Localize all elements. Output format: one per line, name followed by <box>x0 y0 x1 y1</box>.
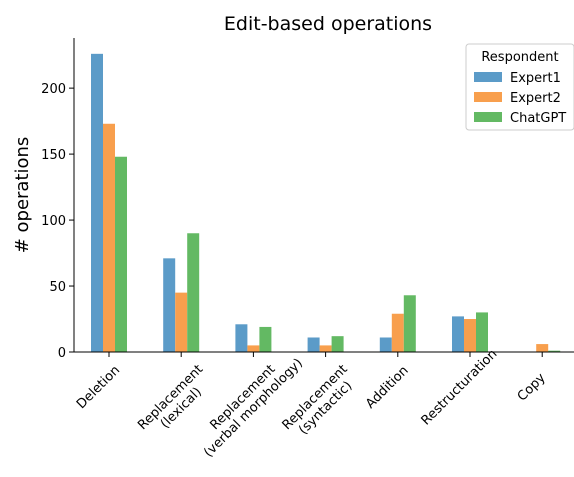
bar-chatgpt <box>548 350 561 352</box>
bar-expert1 <box>379 337 392 352</box>
x-tick-label: Deletion <box>74 363 123 412</box>
bar-chatgpt <box>115 156 127 352</box>
bar-chatgpt <box>187 233 200 352</box>
bar-chatgpt <box>403 295 416 352</box>
y-tick-label: 100 <box>41 214 66 229</box>
y-axis-label: # operations <box>12 137 33 254</box>
bar-expert2 <box>247 345 260 352</box>
bar-chatgpt <box>476 312 488 352</box>
y-tick-label: 200 <box>41 82 66 97</box>
x-tick-label: Restructuration <box>419 347 501 429</box>
x-tick-label: Copy <box>515 370 549 404</box>
bar-expert2 <box>103 123 115 352</box>
bar-expert1 <box>235 324 248 352</box>
legend-label-expert2: Expert2 <box>510 91 561 106</box>
legend: Respondent Expert1 Expert2 ChatGPT <box>465 43 574 131</box>
legend-box <box>465 43 574 131</box>
bar-expert2 <box>319 345 332 352</box>
chart-title: Edit-based operations <box>224 13 432 35</box>
y-tick-label: 0 <box>58 346 66 361</box>
bar-expert2 <box>175 292 188 352</box>
bar-expert1 <box>91 53 103 352</box>
bar-expert1 <box>307 337 320 352</box>
bar-expert1 <box>452 316 464 352</box>
bar-expert2 <box>464 319 476 352</box>
bar-expert2 <box>536 344 549 352</box>
bar-chatgpt <box>331 336 344 352</box>
x-tick-label: Replacement(verbal morphology) <box>191 345 306 460</box>
y-tick-label: 50 <box>49 280 66 295</box>
legend-title: Respondent <box>481 50 558 65</box>
bar-expert2 <box>391 313 404 352</box>
bar-expert1 <box>163 258 176 352</box>
x-tick-label: Replacement(lexical) <box>135 362 217 444</box>
legend-label-chatgpt: ChatGPT <box>510 111 566 126</box>
legend-label-expert1: Expert1 <box>510 71 561 86</box>
x-tick-label: Addition <box>363 363 412 412</box>
legend-swatch-chatgpt <box>474 112 502 122</box>
legend-swatch-expert1 <box>474 72 502 82</box>
y-tick-label: 150 <box>41 148 66 163</box>
legend-swatch-expert2 <box>474 92 502 102</box>
bar-chatgpt <box>259 326 272 352</box>
